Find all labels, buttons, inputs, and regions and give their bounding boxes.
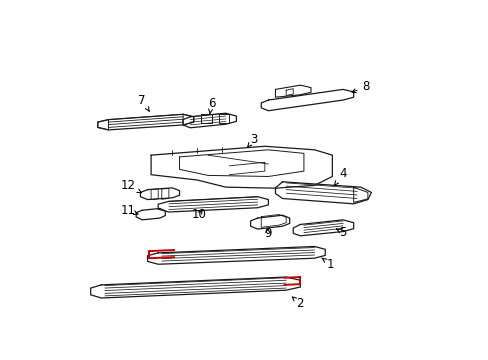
Text: 9: 9 (264, 227, 271, 240)
Text: 3: 3 (247, 132, 257, 147)
Text: 12: 12 (120, 179, 141, 193)
Text: 11: 11 (120, 204, 138, 217)
Text: 6: 6 (207, 97, 215, 113)
Text: 4: 4 (334, 167, 346, 185)
Text: 10: 10 (191, 208, 206, 221)
Text: 5: 5 (336, 226, 346, 239)
Text: 8: 8 (351, 80, 369, 93)
Text: 2: 2 (292, 297, 303, 310)
Text: 7: 7 (138, 94, 149, 112)
Text: 1: 1 (321, 258, 334, 271)
